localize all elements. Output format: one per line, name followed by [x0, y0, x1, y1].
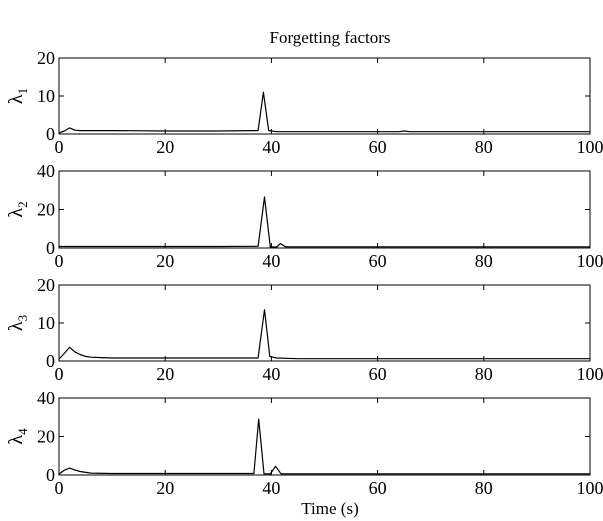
y-tick-label: 0 — [46, 124, 55, 144]
y-tick-label: 0 — [46, 351, 55, 371]
x-tick-label: 0 — [55, 478, 64, 498]
y-axis-label-symbol: λ — [5, 208, 27, 218]
x-tick-label: 100 — [577, 364, 603, 384]
y-axis-label-symbol: λ — [5, 321, 27, 331]
chart-title: Forgetting factors — [269, 28, 390, 47]
x-tick-label: 80 — [475, 137, 493, 157]
x-tick-label: 40 — [262, 478, 280, 498]
y-tick-label: 20 — [37, 200, 55, 220]
y-axis-label-lambda-3: λ3 — [5, 315, 30, 331]
y-axis-label-lambda-4: λ4 — [5, 428, 30, 445]
y-tick-label: 20 — [37, 48, 55, 68]
y-tick-label: 40 — [37, 161, 55, 181]
panel-3: 0 20 40 60 80 100 0 10 20 λ3 — [5, 275, 603, 384]
series-line-lambda-1 — [58, 91, 590, 134]
x-tick-label: 20 — [156, 137, 174, 157]
y-tick-label: 10 — [37, 313, 55, 333]
plot-frame — [58, 57, 591, 135]
y-tick-label: 40 — [37, 388, 55, 408]
x-tick-label: 40 — [262, 364, 280, 384]
y-axis-label-lambda-1: λ1 — [5, 88, 30, 104]
x-tick-label: 0 — [55, 364, 64, 384]
x-tick-label: 80 — [475, 478, 493, 498]
y-axis-label-subscript: 1 — [15, 88, 30, 95]
x-tick-label: 60 — [369, 478, 387, 498]
panel-4: 0 20 40 60 80 100 0 20 40 λ4 — [5, 388, 603, 498]
plot-frame — [58, 170, 591, 249]
y-axis-label-subscript: 4 — [15, 428, 30, 435]
x-tick-label: 100 — [577, 137, 603, 157]
x-tick-label: 0 — [55, 251, 64, 271]
plot-frame — [58, 397, 591, 476]
x-tick-label: 100 — [577, 251, 603, 271]
x-tick-label: 20 — [156, 364, 174, 384]
y-axis-label-subscript: 3 — [15, 315, 30, 322]
y-axis-label-subscript: 2 — [15, 201, 30, 208]
y-tick-label: 0 — [46, 465, 55, 485]
x-tick-label: 80 — [475, 364, 493, 384]
x-tick-label: 0 — [55, 137, 64, 157]
panel-2: 0 20 40 60 80 100 0 20 40 λ2 — [5, 161, 603, 271]
series-line-lambda-3 — [58, 309, 590, 360]
x-tick-label: 40 — [262, 251, 280, 271]
panel-1: 0 20 40 60 80 100 0 10 20 λ1 — [5, 48, 603, 157]
x-tick-label: 100 — [577, 478, 603, 498]
y-tick-label: 0 — [46, 238, 55, 258]
x-axis-title: Time (s) — [301, 499, 358, 518]
y-tick-label: 20 — [37, 427, 55, 447]
series-line-lambda-4 — [58, 418, 590, 475]
y-tick-label: 10 — [37, 86, 55, 106]
series-line-lambda-2 — [59, 196, 590, 248]
y-axis-label-lambda-2: λ2 — [5, 201, 30, 217]
x-tick-label: 60 — [369, 251, 387, 271]
x-tick-label: 20 — [156, 478, 174, 498]
y-axis-label-symbol: λ — [5, 94, 27, 104]
plot-frame — [58, 284, 591, 362]
y-tick-label: 20 — [37, 275, 55, 295]
x-tick-label: 80 — [475, 251, 493, 271]
x-tick-label: 60 — [369, 137, 387, 157]
x-tick-label: 20 — [156, 251, 174, 271]
x-tick-label: 60 — [369, 364, 387, 384]
x-tick-label: 40 — [262, 137, 280, 157]
y-axis-label-symbol: λ — [5, 435, 27, 445]
